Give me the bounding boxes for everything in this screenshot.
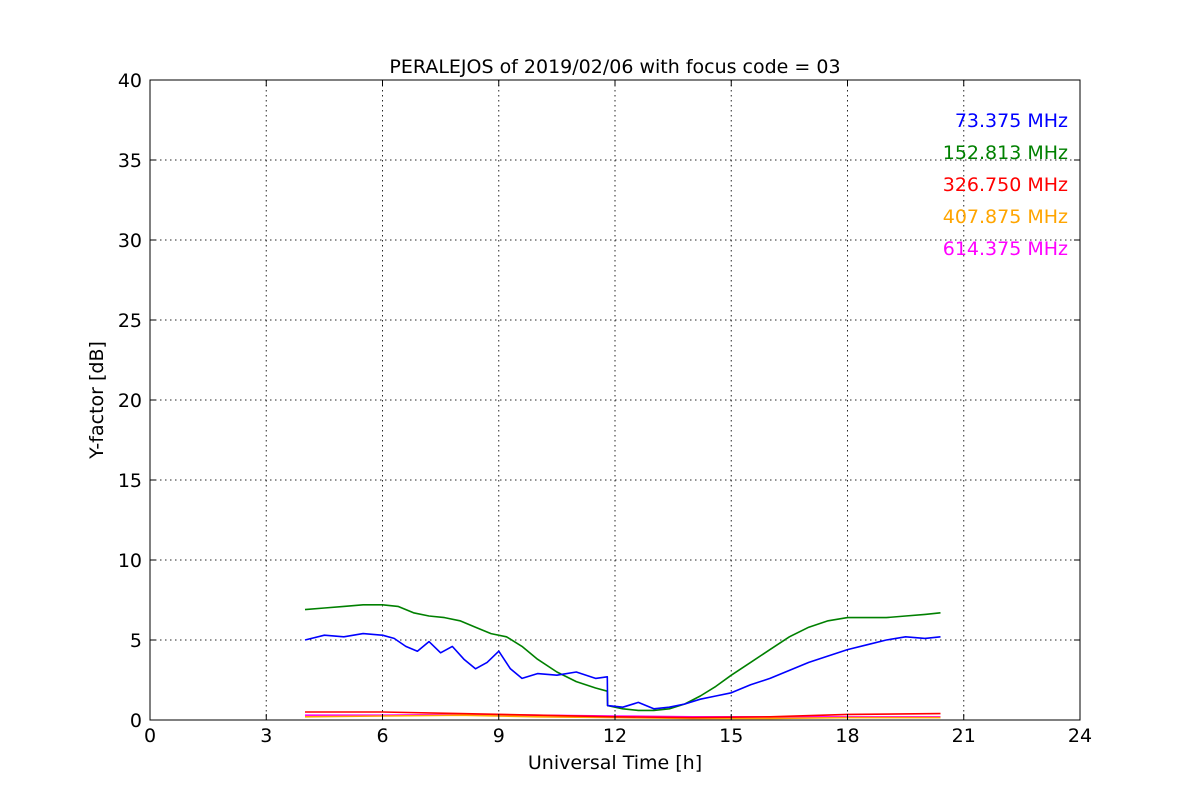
- y-tick-label: 15: [118, 470, 142, 492]
- y-axis-label: Y-factor [dB]: [86, 341, 108, 460]
- legend-entry-73-375-mhz: 73.375 MHz: [955, 110, 1068, 132]
- y-tick-label: 40: [118, 70, 142, 92]
- series-line-73-375-mhz: [304, 632, 941, 710]
- x-tick-label: 15: [719, 725, 743, 747]
- x-tick-label: 24: [1068, 725, 1092, 747]
- legend-entry-407-875-mhz: 407.875 MHz: [943, 206, 1068, 228]
- legend-entry-152-813-mhz: 152.813 MHz: [943, 142, 1068, 164]
- legend: 73.375 MHz 152.813 MHz 326.750 MHz 407.875 …: [943, 110, 1068, 260]
- y-tick-label: 10: [118, 550, 142, 572]
- y-tick-label: 30: [118, 230, 142, 252]
- x-tick-label: 21: [952, 725, 976, 747]
- x-tick-label: 3: [260, 725, 272, 747]
- x-tick-label: 18: [835, 725, 859, 747]
- x-axis-label: Universal Time [h]: [528, 752, 702, 774]
- x-tick-label: 0: [144, 725, 156, 747]
- legend-entry-326-750-mhz: 326.750 MHz: [943, 174, 1068, 196]
- y-tick-label: 20: [118, 390, 142, 412]
- ticks: 0 3 6 9 12 15 18 21 24 0 5 10 15 20 25 30 35 40: [118, 70, 1092, 747]
- x-tick-label: 9: [493, 725, 505, 747]
- x-tick-label: 12: [603, 725, 627, 747]
- chart-title: PERALEJOS of 2019/02/06 with focus code …: [389, 56, 840, 78]
- y-tick-label: 25: [118, 310, 142, 332]
- y-tick-label: 35: [118, 150, 142, 172]
- x-tick-label: 6: [376, 725, 388, 747]
- y-tick-label: 0: [130, 710, 142, 732]
- y-tick-label: 5: [130, 630, 142, 652]
- legend-entry-614-375-mhz: 614.375 MHz: [943, 238, 1068, 260]
